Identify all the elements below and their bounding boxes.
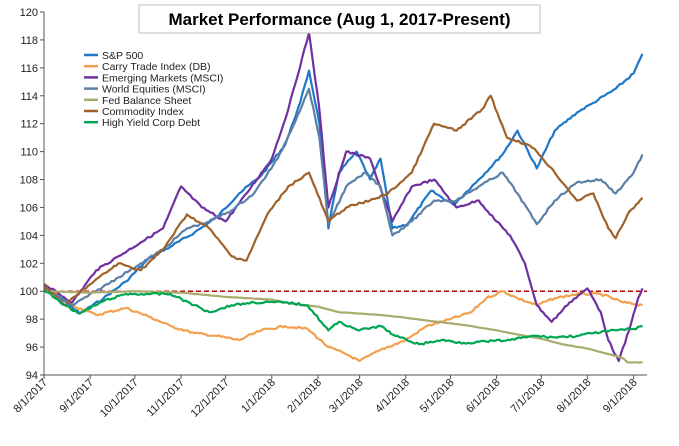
y-tick-label: 106 <box>20 202 38 214</box>
y-tick-label: 116 <box>20 63 38 75</box>
series-line-3 <box>43 87 644 307</box>
y-tick-label: 96 <box>26 342 38 354</box>
legend-label-2: Emerging Markets (MSCI) <box>102 72 223 84</box>
y-tick-label: 94 <box>26 370 38 382</box>
legend-label-0: S&P 500 <box>102 50 143 62</box>
y-tick-label: 108 <box>20 175 38 187</box>
plot-area <box>43 31 647 364</box>
y-tick-label: 102 <box>20 258 38 270</box>
y-tick-label: 112 <box>20 119 38 131</box>
y-tick-label: 114 <box>20 91 38 103</box>
series-line-2 <box>43 31 644 363</box>
legend-label-1: Carry Trade Index (DB) <box>102 61 211 73</box>
legend-label-4: Fed Balance Sheet <box>102 95 191 107</box>
y-tick-label: 100 <box>20 286 38 298</box>
legend-label-5: Commodity Index <box>102 106 184 118</box>
y-tick-label: 120 <box>20 7 38 19</box>
title-box: Market Performance (Aug 1, 2017-Present) <box>138 4 541 34</box>
series-line-5 <box>43 94 644 307</box>
series-line-4 <box>44 290 643 364</box>
legend-box <box>80 49 226 134</box>
y-tick-label: 98 <box>26 314 38 326</box>
series-line-1 <box>43 283 643 363</box>
legend-label-6: High Yield Corp Debt <box>102 117 200 129</box>
y-tick-label: 118 <box>20 35 38 47</box>
chart-title: Market Performance (Aug 1, 2017-Present) <box>168 10 510 29</box>
y-tick-label: 110 <box>20 147 38 159</box>
legend-label-3: World Equities (MSCI) <box>102 84 206 96</box>
y-tick-label: 104 <box>20 230 38 242</box>
series-line-6 <box>43 289 643 346</box>
